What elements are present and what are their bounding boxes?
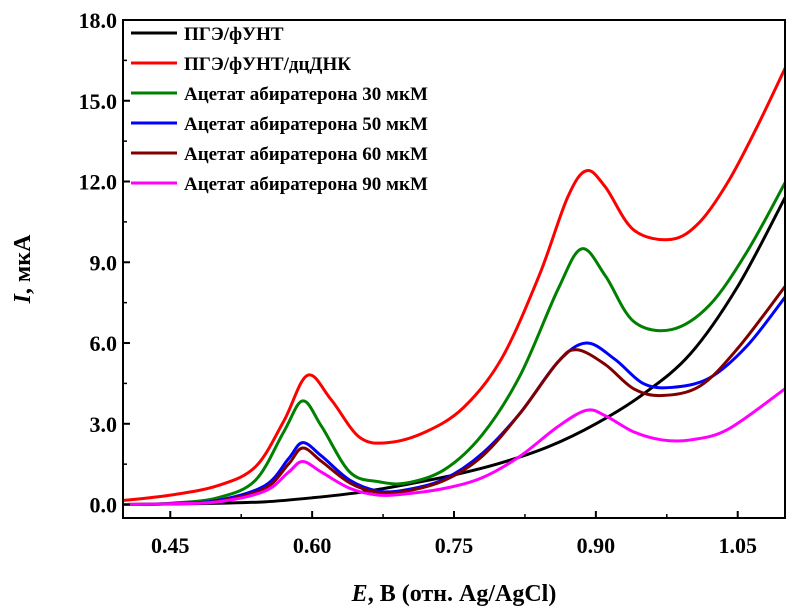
legend-label-3: Ацетат абиратерона 30 мкМ xyxy=(184,84,428,105)
series-line-3 xyxy=(123,181,785,507)
legend: ПГЭ/фУНТ ПГЭ/фУНТ/дцДНК Ацетат абиратерона… xyxy=(131,24,428,195)
legend-label-5: Ацетат абиратерона 60 мкМ xyxy=(184,144,428,165)
y-tick-label: 3.0 xyxy=(90,412,118,437)
y-axis-ticks: 0.0 3.0 6.0 9.0 12.0 15.0 18.0 xyxy=(79,8,130,518)
series-line-6 xyxy=(123,387,785,507)
x-tick-label: 0.90 xyxy=(577,533,616,558)
y-tick-label: 0.0 xyxy=(90,493,118,518)
y-tick-label: 18.0 xyxy=(79,8,118,33)
series-line-1 xyxy=(123,196,785,507)
legend-label-1: ПГЭ/фУНТ xyxy=(184,24,284,45)
x-axis-label: E, В (отн. Ag/AgCl) xyxy=(351,581,557,607)
y-tick-label: 12.0 xyxy=(79,170,118,195)
series-line-4 xyxy=(123,295,785,507)
series-line-2 xyxy=(123,66,785,502)
x-tick-label: 0.75 xyxy=(435,533,474,558)
y-tick-label: 15.0 xyxy=(79,89,118,114)
x-tick-label: 0.45 xyxy=(151,533,190,558)
y-axis-label: I, мкА xyxy=(10,234,36,305)
x-axis-ticks: 0.45 0.60 0.75 0.90 1.05 xyxy=(151,511,757,558)
y-tick-label: 6.0 xyxy=(90,331,118,356)
legend-label-6: Ацетат абиратерона 90 мкМ xyxy=(184,174,428,195)
series-layer xyxy=(123,66,785,507)
x-tick-label: 1.05 xyxy=(718,533,757,558)
y-tick-label: 9.0 xyxy=(90,250,118,275)
x-tick-label: 0.60 xyxy=(293,533,332,558)
legend-label-2: ПГЭ/фУНТ/дцДНК xyxy=(184,54,351,75)
legend-label-4: Ацетат абиратерона 50 мкМ xyxy=(184,114,428,135)
series-line-5 xyxy=(123,285,785,507)
